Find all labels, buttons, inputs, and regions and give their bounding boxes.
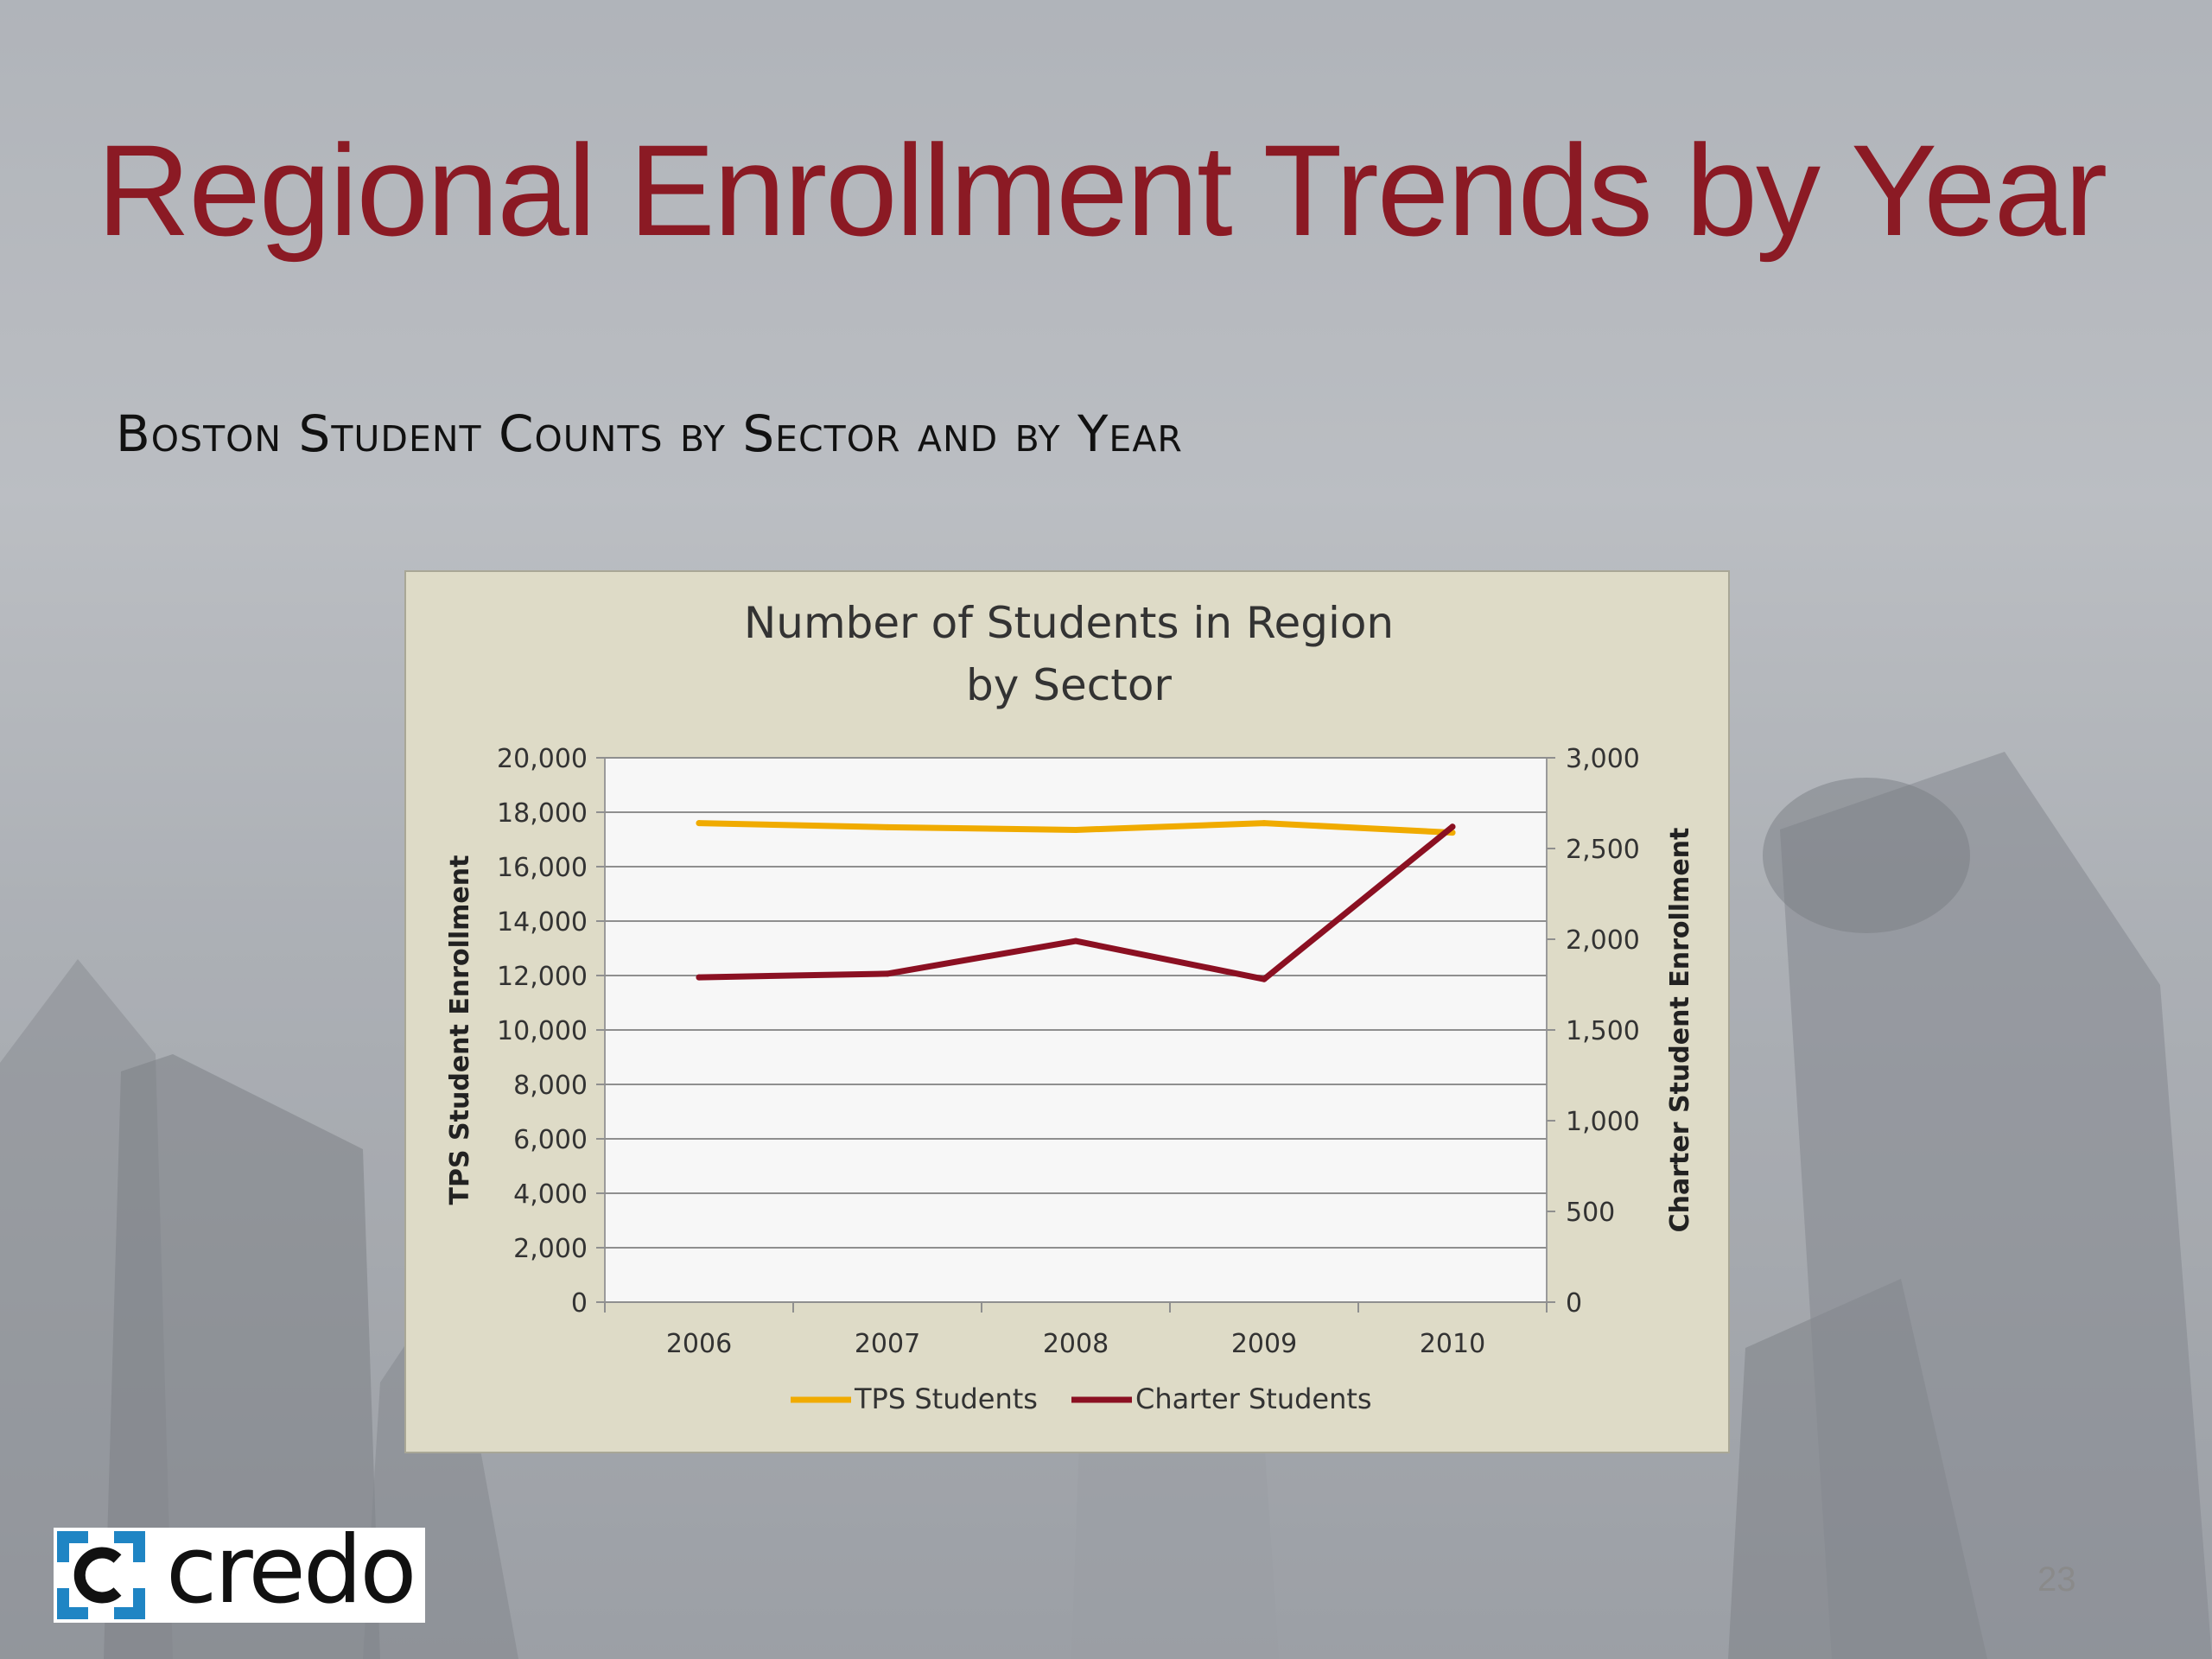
data-point-tps: [1261, 820, 1268, 827]
x-tick-label: 2006: [666, 1329, 732, 1359]
x-tick-label: 2007: [855, 1329, 920, 1359]
y2-tick-label: 3,000: [1566, 744, 1640, 774]
x-tick-label: 2008: [1043, 1329, 1109, 1359]
y-tick-label: 6,000: [513, 1125, 588, 1155]
y-tick-label: 14,000: [497, 907, 588, 938]
data-point-tps: [696, 820, 702, 827]
y-tick-label: 12,000: [497, 962, 588, 992]
y-axis-title: TPS Student Enrollment: [445, 855, 475, 1205]
slide-subtitle: Boston Student Counts by Sector and by Y…: [116, 404, 1183, 463]
x-tick-label: 2009: [1231, 1329, 1297, 1359]
data-point-tps: [1072, 826, 1079, 833]
y2-tick-label: 0: [1566, 1288, 1582, 1319]
line-chart: 0 2,000 4,000 6,000 8,000 10,000 12,000 14,000 1…: [445, 744, 1695, 1415]
y-tick-label: 10,000: [497, 1016, 588, 1046]
x-tick-label: 2010: [1420, 1329, 1485, 1359]
data-point-tps: [884, 823, 891, 830]
y2-axis-title: Charter Student Enrollment: [1665, 828, 1695, 1233]
data-point-charter: [884, 970, 891, 977]
page-number: 23: [2037, 1560, 2076, 1599]
y2-tick-label: 2,500: [1566, 835, 1640, 865]
chart-container: Number of Students in Region by Sector 0…: [404, 570, 1730, 1453]
y-tick-label: 20,000: [497, 744, 588, 774]
credo-logo-mark: [57, 1531, 145, 1619]
y-tick-label: 8,000: [513, 1071, 588, 1101]
y2-tick-label: 1,500: [1566, 1016, 1640, 1046]
y2-tick-label: 1,000: [1566, 1107, 1640, 1137]
data-point-charter: [1072, 938, 1079, 944]
y2-tick-label: 500: [1566, 1198, 1615, 1228]
credo-logo: credo: [54, 1516, 425, 1624]
data-point-charter: [1261, 976, 1268, 982]
slide-title: Regional Enrollment Trends by Year: [97, 118, 2107, 263]
legend-label-charter: Charter Students: [1135, 1382, 1372, 1415]
y-tick-label: 18,000: [497, 798, 588, 829]
y-tick-label: 2,000: [513, 1234, 588, 1264]
y-tick-label: 4,000: [513, 1179, 588, 1210]
y2-tick-label: 2,000: [1566, 925, 1640, 956]
data-point-charter: [696, 974, 702, 981]
y-tick-label: 16,000: [497, 853, 588, 883]
legend-label-tps: TPS Students: [854, 1382, 1038, 1415]
logo-wordmark: credo: [166, 1516, 416, 1624]
y-tick-label: 0: [571, 1288, 588, 1319]
data-point-charter: [1449, 823, 1456, 830]
chart-title-line-2: by Sector: [966, 660, 1172, 710]
chart-title-line-1: Number of Students in Region: [743, 598, 1395, 648]
